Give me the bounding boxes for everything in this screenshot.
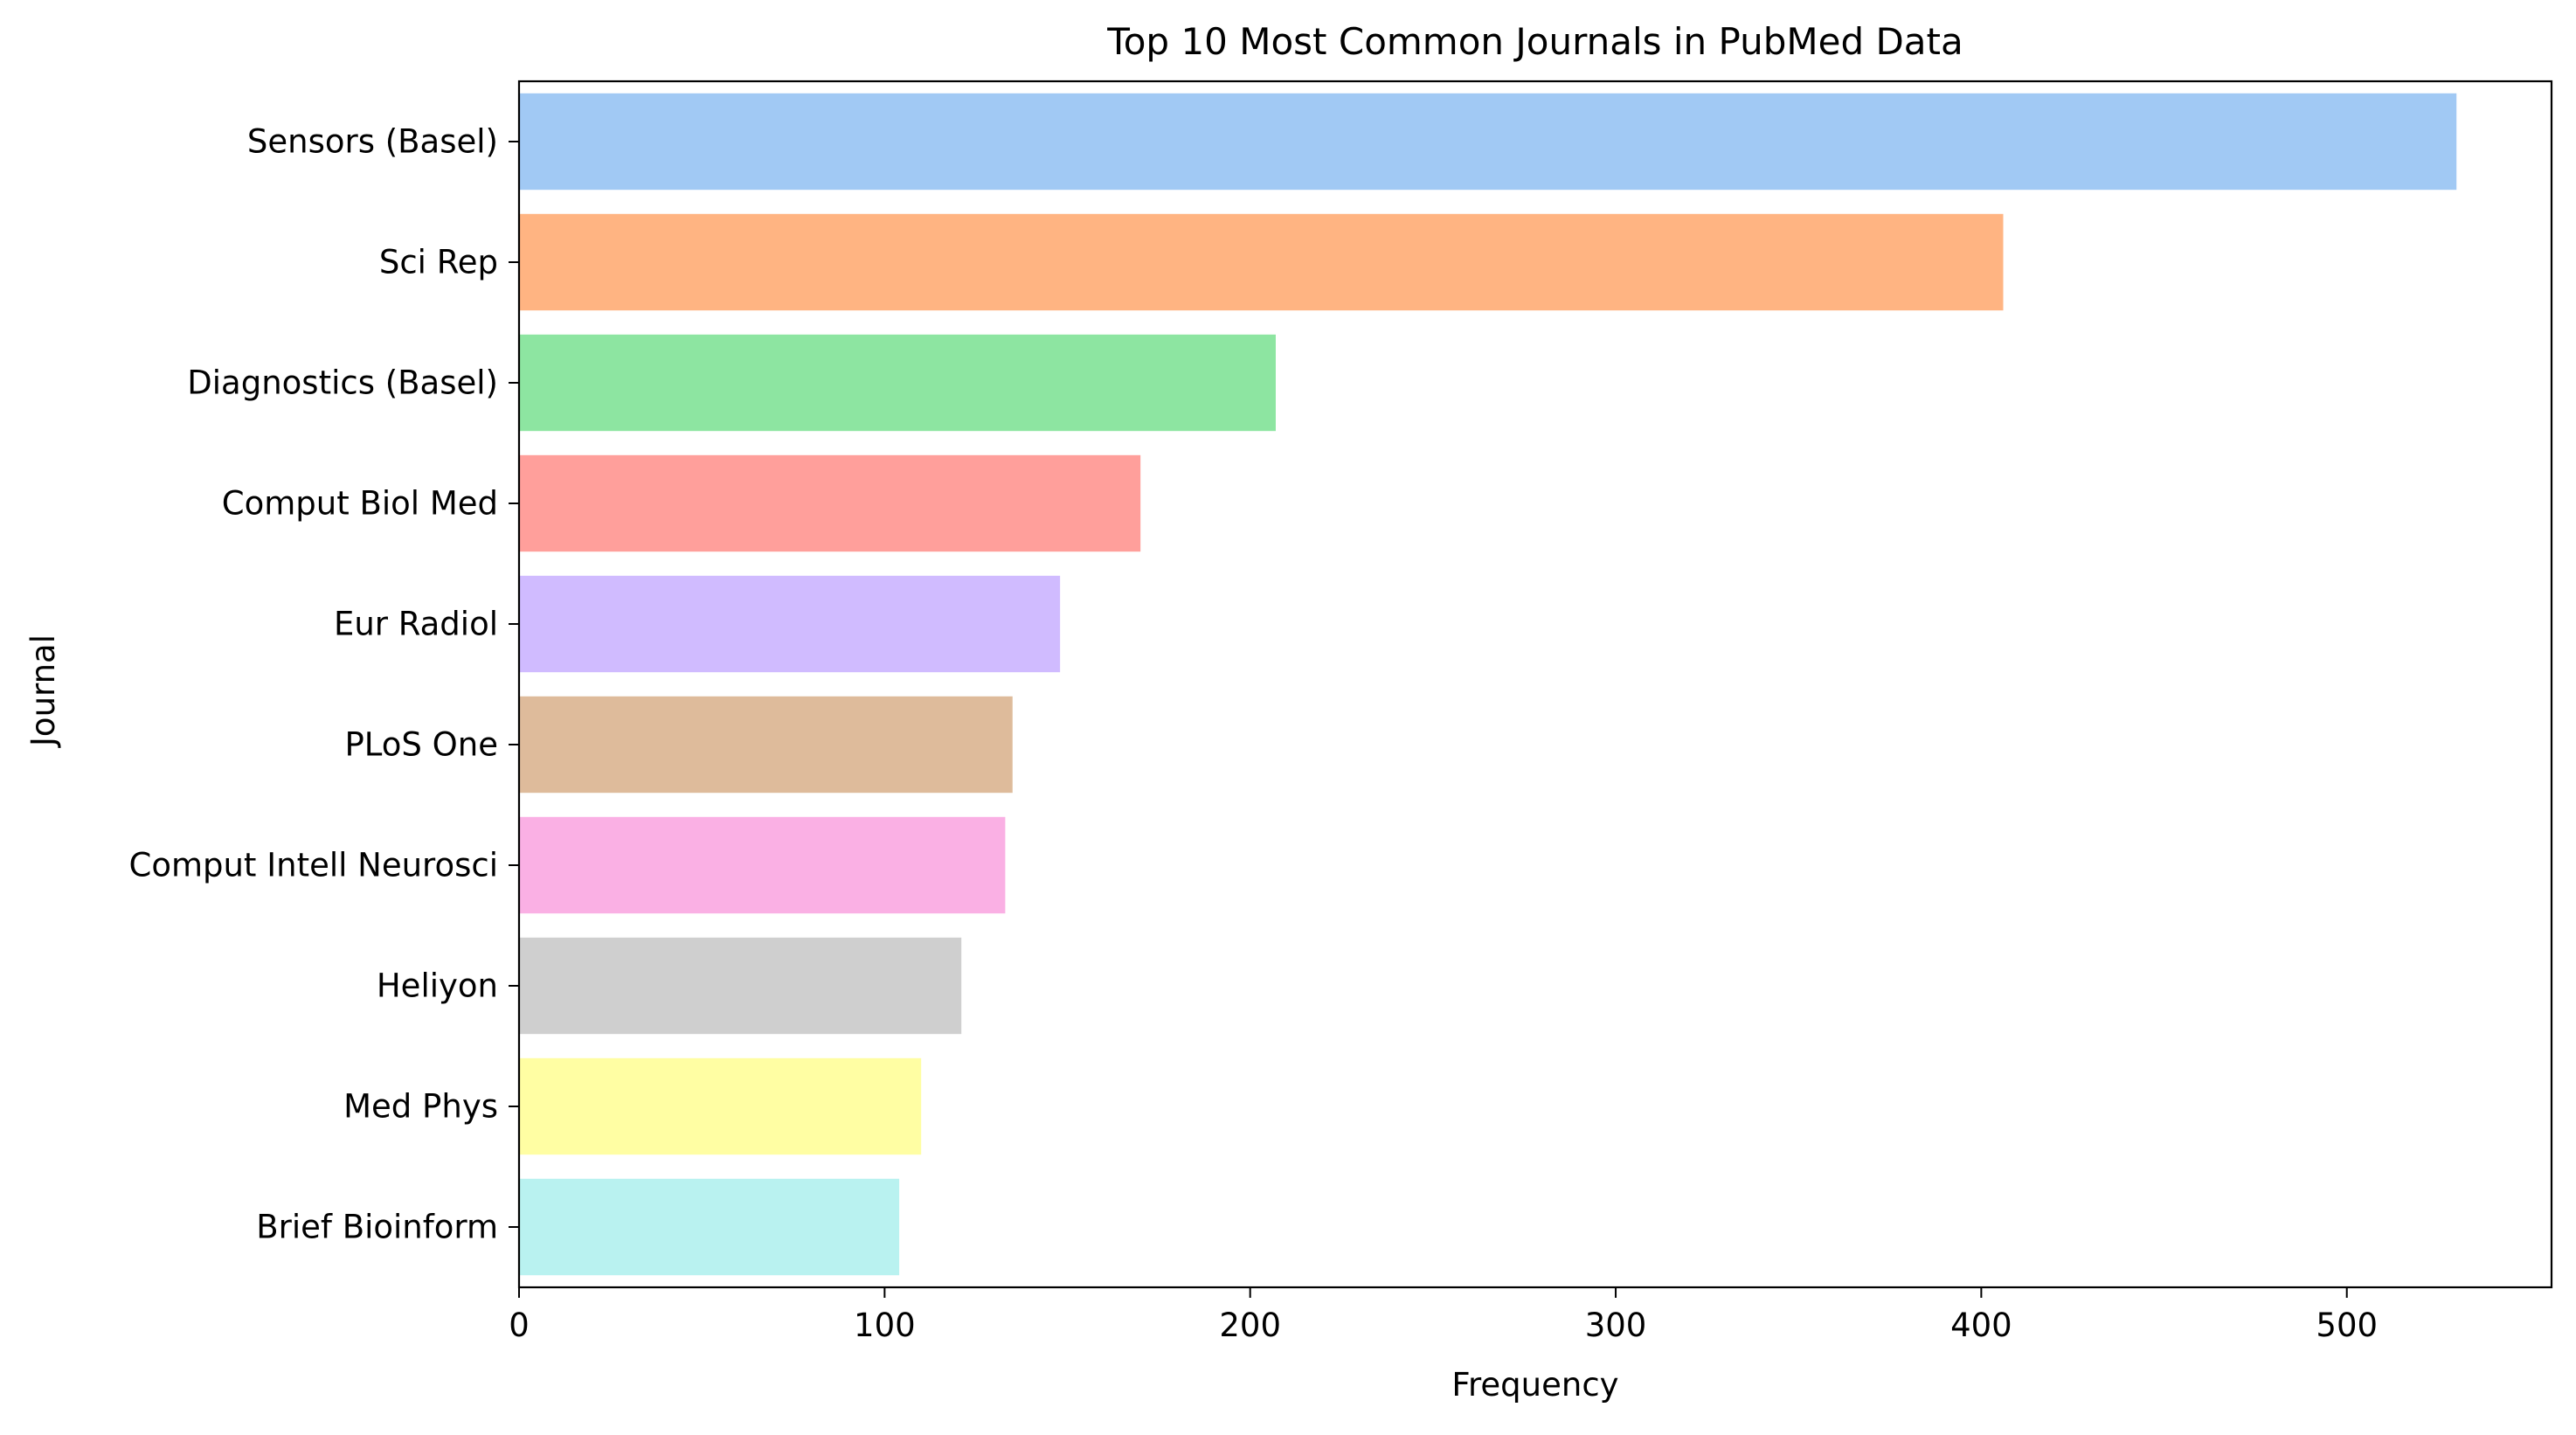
ticks-layer: Sensors (Basel) Sci Rep Diagnostics (Basel… xyxy=(128,123,2378,1345)
y-axis-label: Journal xyxy=(24,634,62,748)
y-tick-label: Comput Biol Med xyxy=(222,485,498,523)
bar-6 xyxy=(519,696,1013,794)
bar-5 xyxy=(519,575,1061,673)
x-axis-label: Frequency xyxy=(1451,1366,1618,1404)
plot-frame xyxy=(517,80,2553,1289)
y-tick-label: PLoS One xyxy=(345,726,499,764)
y-tick-label: Brief Bioinform xyxy=(256,1209,498,1246)
bar-7 xyxy=(519,816,1006,914)
bar-8 xyxy=(519,937,962,1035)
x-tick-label: 300 xyxy=(1585,1307,1647,1344)
chart-title: Top 10 Most Common Journals in PubMed Da… xyxy=(1106,20,1963,63)
bars-layer xyxy=(519,93,2457,1276)
x-tick-label: 200 xyxy=(1219,1307,1281,1344)
bar-10 xyxy=(519,1178,900,1276)
y-tick-label: Med Phys xyxy=(343,1088,498,1126)
y-tick-label: Diagnostics (Basel) xyxy=(187,364,498,402)
bar-9 xyxy=(519,1057,922,1155)
bar-1 xyxy=(519,93,2457,191)
y-tick-label: Eur Radiol xyxy=(334,606,498,643)
bar-3 xyxy=(519,334,1276,432)
x-tick-label: 0 xyxy=(509,1307,530,1344)
y-tick-label: Sensors (Basel) xyxy=(247,123,498,161)
y-tick-label: Comput Intell Neurosci xyxy=(128,847,498,884)
y-tick-label: Sci Rep xyxy=(379,244,498,281)
y-tick-label: Heliyon xyxy=(377,967,498,1005)
bar-4 xyxy=(519,454,1141,552)
bar-2 xyxy=(519,213,2004,311)
x-tick-label: 100 xyxy=(854,1307,916,1344)
x-tick-label: 400 xyxy=(1950,1307,2012,1344)
x-tick-label: 500 xyxy=(2316,1307,2378,1344)
